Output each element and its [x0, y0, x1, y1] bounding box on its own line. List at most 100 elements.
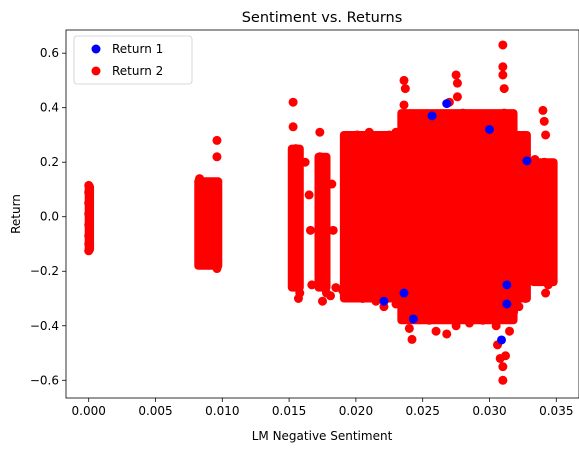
x-axis-label: LM Negative Sentiment	[252, 429, 393, 443]
point-return-2	[452, 78, 462, 88]
x-tick-label: 0.000	[72, 404, 106, 418]
chart-title: Sentiment vs. Returns	[242, 10, 403, 26]
point-return-2	[499, 84, 509, 94]
point-return-2	[471, 124, 481, 134]
point-return-2	[541, 266, 551, 276]
point-return-2	[289, 228, 299, 238]
point-return-2	[212, 264, 222, 274]
point-return-2	[84, 246, 94, 256]
point-return-1	[502, 280, 512, 290]
point-return-2	[464, 119, 474, 129]
legend-frame	[73, 35, 193, 85]
point-return-2	[541, 130, 551, 140]
point-return-2	[328, 225, 338, 235]
point-return-2	[318, 296, 327, 306]
point-return-2	[291, 163, 301, 173]
legend-marker-return-1	[91, 44, 101, 54]
point-return-2	[289, 184, 299, 194]
point-return-2	[519, 141, 529, 151]
point-return-1	[408, 314, 418, 324]
dense-cluster	[314, 152, 331, 292]
point-return-2	[398, 304, 408, 314]
legend-marker-return-2	[91, 66, 101, 76]
point-return-1	[399, 288, 409, 298]
x-tick-label: 0.020	[339, 404, 373, 418]
point-return-2	[501, 351, 511, 361]
point-return-2	[442, 329, 452, 339]
point-return-2	[292, 272, 302, 282]
point-return-2	[211, 239, 221, 249]
legend-label-return-2: Return 2	[112, 64, 163, 78]
marks-layer	[84, 40, 558, 385]
legend-label-return-1: Return 1	[112, 42, 163, 56]
point-return-2	[539, 157, 549, 167]
point-return-2	[514, 302, 524, 312]
x-tick-label: 0.015	[272, 404, 306, 418]
point-return-2	[203, 206, 213, 216]
point-return-2	[319, 206, 329, 216]
point-return-2	[399, 100, 409, 110]
point-return-2	[407, 334, 417, 344]
point-return-2	[424, 315, 434, 325]
point-return-2	[315, 152, 325, 162]
point-return-2	[498, 375, 508, 385]
point-return-2	[348, 291, 358, 301]
point-return-2	[498, 40, 508, 50]
point-return-2	[352, 130, 362, 140]
point-return-2	[291, 144, 301, 154]
point-return-2	[499, 108, 509, 118]
y-axis-label: Return	[9, 194, 23, 234]
point-return-2	[538, 105, 548, 115]
point-return-2	[291, 250, 301, 260]
point-return-2	[197, 184, 207, 194]
point-return-2	[358, 146, 368, 156]
plot-area-frame	[65, 29, 579, 399]
point-return-2	[478, 315, 488, 325]
point-return-1	[442, 99, 452, 109]
point-return-2	[391, 299, 401, 309]
point-return-2	[484, 310, 494, 320]
x-tick-label: 0.025	[406, 404, 440, 418]
point-return-2	[404, 323, 414, 333]
point-return-2	[320, 261, 330, 271]
point-return-2	[326, 291, 336, 301]
y-tick-label: −0.2	[30, 264, 59, 278]
point-return-2	[288, 122, 298, 132]
y-tick-label: 0.0	[40, 210, 59, 224]
point-return-2	[498, 62, 508, 72]
point-return-2	[201, 255, 211, 265]
point-return-2	[293, 294, 303, 304]
point-return-2	[344, 133, 354, 143]
point-return-2	[327, 179, 337, 189]
point-return-2	[207, 179, 217, 189]
point-return-2	[505, 326, 515, 336]
x-axis-ticks: 0.000 0.005 0.010 0.015 0.020 0.025 0.030 0.035	[72, 398, 573, 418]
point-return-2	[84, 239, 94, 249]
point-return-2	[539, 116, 549, 126]
x-tick-label: 0.005	[138, 404, 172, 418]
legend: Return 1 Return 2	[73, 35, 193, 85]
point-return-1	[522, 156, 532, 166]
point-return-2	[300, 157, 310, 167]
y-tick-label: −0.4	[30, 319, 59, 333]
point-return-2	[399, 114, 409, 124]
y-tick-label: 0.6	[40, 46, 59, 60]
scatter-points	[84, 40, 553, 385]
point-return-2	[438, 119, 448, 129]
x-tick-label: 0.030	[472, 404, 506, 418]
point-return-2	[451, 70, 461, 80]
point-return-2	[543, 212, 553, 222]
y-axis-ticks: −0.6 −0.4 −0.2 0.0 0.2 0.4 0.6	[30, 46, 66, 387]
point-return-2	[84, 231, 94, 241]
point-return-2	[195, 174, 205, 184]
point-return-1	[379, 296, 389, 306]
point-return-2	[542, 184, 552, 194]
point-return-2	[431, 326, 441, 336]
point-return-2	[371, 296, 381, 306]
y-tick-label: 0.4	[40, 101, 59, 115]
point-return-2	[338, 285, 348, 295]
point-return-2	[315, 127, 325, 137]
point-return-2	[526, 272, 536, 282]
point-return-2	[452, 92, 462, 102]
